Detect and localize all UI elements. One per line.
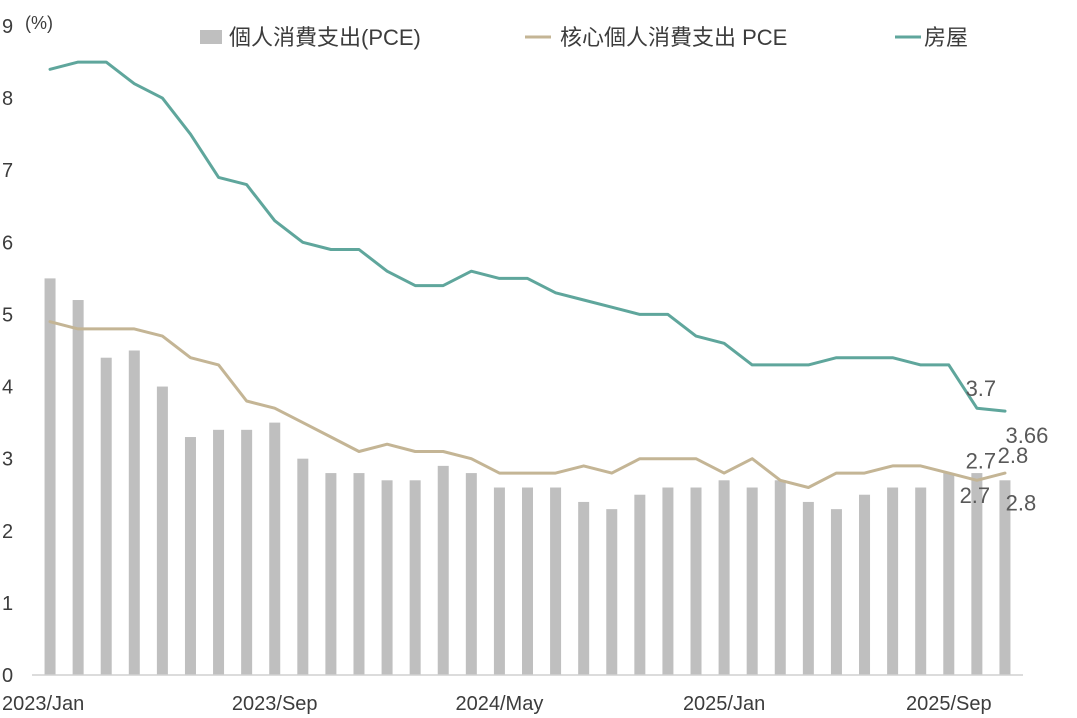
bar-pce bbox=[859, 494, 871, 675]
y-tick-label: 0 bbox=[2, 665, 13, 687]
bar-pce bbox=[718, 480, 730, 675]
bar-pce bbox=[156, 386, 168, 675]
bar-pce bbox=[72, 300, 84, 675]
y-tick-label: 7 bbox=[2, 160, 13, 182]
legend: 個人消費支出(PCE) 核心個人消費支出 PCE 房屋 bbox=[200, 25, 968, 50]
bar-pce bbox=[634, 494, 646, 675]
bar-pce bbox=[746, 487, 758, 675]
bar-pce bbox=[44, 278, 56, 675]
data-label: 2.7 bbox=[966, 448, 997, 473]
legend-label: 個人消費支出(PCE) bbox=[229, 25, 421, 50]
bar-pce bbox=[999, 480, 1011, 675]
data-labels: 3.73.662.7 2.82.7 2.8 bbox=[960, 376, 1049, 515]
bar-pce bbox=[465, 473, 477, 675]
bar-pce bbox=[887, 487, 899, 675]
legend-swatch-bar bbox=[200, 30, 222, 44]
bar-pce bbox=[943, 473, 955, 675]
bar-pce bbox=[774, 480, 786, 675]
bar-pce bbox=[353, 473, 365, 675]
bar-pce bbox=[550, 487, 562, 675]
data-label: 2.8 bbox=[998, 443, 1029, 468]
bar-pce bbox=[184, 437, 196, 675]
line-core-pce bbox=[48, 320, 1007, 489]
bar-series bbox=[44, 278, 1011, 675]
bar-pce bbox=[241, 429, 253, 675]
bar-pce bbox=[493, 487, 505, 675]
x-tick-label: 2023/Sep bbox=[232, 693, 318, 715]
data-label: 2.8 bbox=[1006, 490, 1037, 515]
legend-label: 房屋 bbox=[924, 25, 968, 50]
bar-pce bbox=[381, 480, 393, 675]
bar-pce bbox=[522, 487, 533, 675]
bar-pce bbox=[409, 480, 421, 675]
data-label: 3.7 bbox=[966, 376, 997, 401]
bar-pce bbox=[802, 501, 814, 675]
x-tick-label: 2025/Jan bbox=[683, 693, 765, 715]
bar-pce bbox=[100, 357, 112, 675]
bar-pce bbox=[325, 473, 337, 675]
bar-pce bbox=[437, 465, 449, 675]
y-axis-unit-label: (%) bbox=[25, 13, 53, 33]
y-tick-label: 9 bbox=[2, 16, 13, 38]
x-tick-label: 2023/Jan bbox=[2, 693, 84, 715]
data-label: 3.66 bbox=[1006, 423, 1049, 448]
y-tick-label: 5 bbox=[2, 304, 13, 326]
x-tick-label: 2025/Sep bbox=[906, 693, 992, 715]
bar-pce bbox=[662, 487, 674, 675]
bar-pce bbox=[830, 509, 842, 675]
line-housing bbox=[48, 60, 1007, 413]
x-tick-label: 2024/May bbox=[455, 693, 543, 715]
y-tick-label: 1 bbox=[2, 593, 13, 615]
line-series bbox=[48, 60, 1007, 489]
y-tick-label: 3 bbox=[2, 449, 13, 471]
y-tick-label: 4 bbox=[2, 377, 13, 399]
bar-pce bbox=[606, 509, 618, 675]
y-tick-label: 8 bbox=[2, 88, 13, 110]
bar-pce bbox=[128, 350, 140, 675]
bar-pce bbox=[915, 487, 927, 675]
bar-pce bbox=[690, 487, 702, 675]
data-label: 2.7 bbox=[960, 483, 991, 508]
bar-pce bbox=[213, 429, 225, 675]
x-axis-ticks: 2023/Jan 2023/Sep 2024/May 2025/Jan 2025/Sep bbox=[2, 693, 992, 715]
bar-pce bbox=[578, 501, 590, 675]
y-tick-label: 2 bbox=[2, 521, 13, 543]
bar-pce bbox=[971, 473, 983, 675]
y-axis-ticks: 0 1 2 3 4 5 6 7 8 9 bbox=[2, 16, 13, 687]
legend-label: 核心個人消費支出 PCE bbox=[560, 25, 787, 50]
y-tick-label: 6 bbox=[2, 232, 13, 254]
bar-pce bbox=[297, 458, 309, 675]
bar-pce bbox=[269, 422, 281, 675]
